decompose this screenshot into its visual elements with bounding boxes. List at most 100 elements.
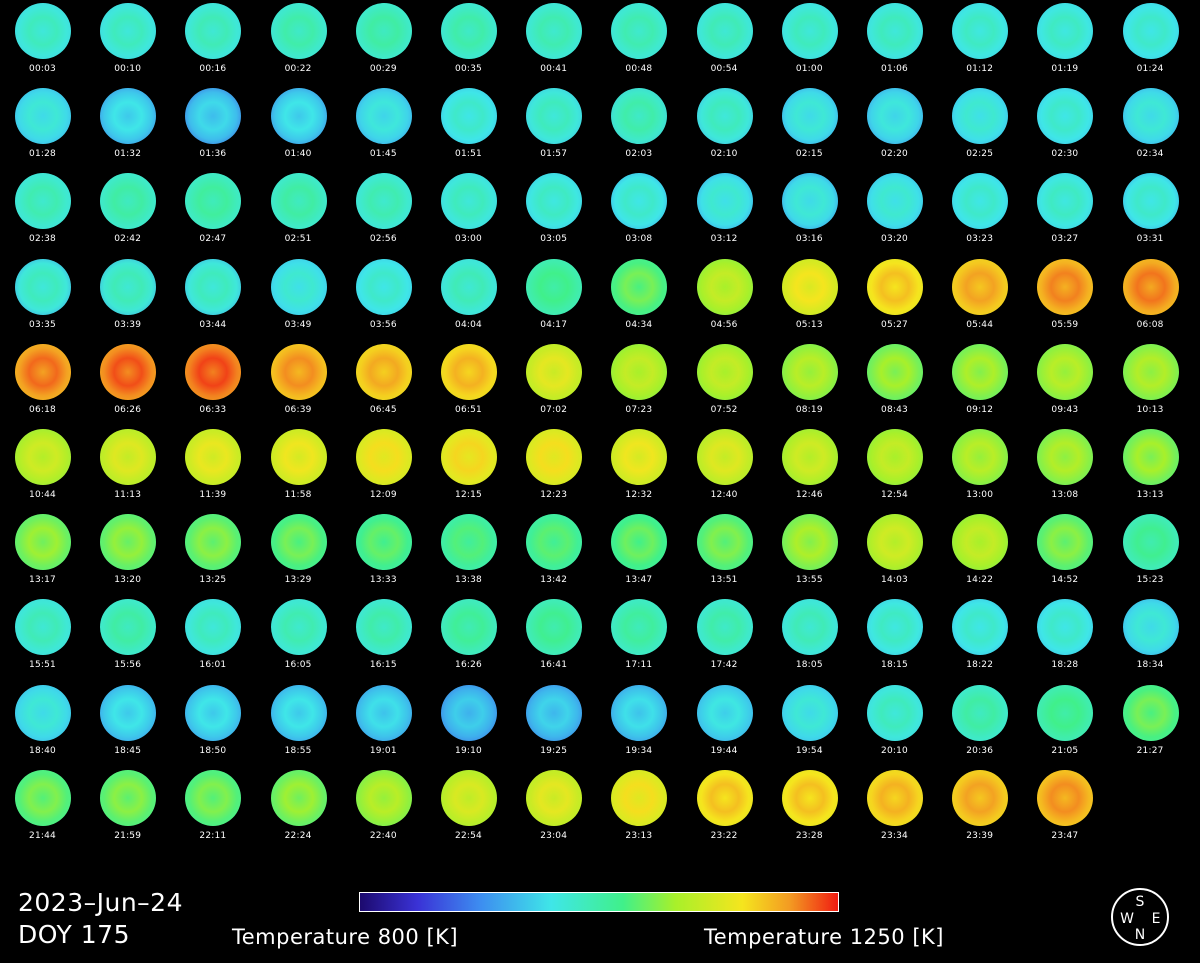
frame-cell: 07:23 bbox=[596, 341, 681, 426]
frame-time-label: 21:27 bbox=[1136, 745, 1164, 756]
frame-time-label: 12:46 bbox=[795, 490, 823, 500]
frame-time-label: 21:05 bbox=[1051, 745, 1079, 756]
frame-cell: 02:38 bbox=[0, 170, 85, 255]
frame-time-label: 04:34 bbox=[625, 319, 653, 330]
thermal-disk bbox=[441, 258, 497, 315]
thermal-disk bbox=[781, 429, 838, 485]
frame-cell: 02:34 bbox=[1108, 85, 1193, 170]
frame-time-label: 23:13 bbox=[625, 830, 653, 841]
frame-time-label: 01:06 bbox=[881, 64, 908, 74]
frame-cell: 01:36 bbox=[170, 85, 255, 170]
frame-cell: 16:26 bbox=[426, 596, 511, 681]
thermal-disk bbox=[867, 173, 923, 230]
frame-time-label: 14:03 bbox=[881, 575, 908, 586]
frame-cell: 21:44 bbox=[0, 767, 85, 852]
thermal-disk bbox=[270, 684, 327, 741]
frame-cell: 15:56 bbox=[85, 596, 170, 681]
frame-cell: 14:03 bbox=[852, 511, 937, 596]
thermal-disk bbox=[441, 343, 497, 400]
frame-time-label: 16:15 bbox=[369, 660, 397, 671]
frame-time-label: 03:00 bbox=[455, 234, 482, 245]
frame-time-label: 02:51 bbox=[284, 234, 312, 245]
thermal-disk bbox=[15, 173, 71, 230]
frame-time-label: 23:28 bbox=[795, 830, 823, 841]
frame-cell: 12:32 bbox=[596, 426, 681, 511]
thermal-disk bbox=[696, 173, 753, 230]
frame-time-label: 08:19 bbox=[795, 404, 823, 415]
frame-time-label: 21:59 bbox=[114, 830, 142, 841]
thermal-disk bbox=[15, 514, 71, 571]
frame-time-label: 16:41 bbox=[540, 660, 568, 671]
frame-time-label: 11:58 bbox=[284, 490, 312, 500]
frame-time-label: 01:32 bbox=[114, 149, 142, 160]
frame-time-label: 02:30 bbox=[1051, 149, 1079, 160]
frame-cell: 00:10 bbox=[85, 0, 170, 85]
frame-time-label: 11:39 bbox=[199, 490, 227, 500]
thermal-disk bbox=[185, 514, 242, 571]
frame-time-label: 09:43 bbox=[1051, 404, 1079, 415]
frame-time-label: 13:08 bbox=[1051, 490, 1079, 500]
frame-cell: 16:01 bbox=[170, 596, 255, 681]
frame-cell: 02:56 bbox=[341, 170, 426, 255]
thermal-disk bbox=[952, 769, 1009, 826]
frame-cell: 06:08 bbox=[1108, 256, 1193, 341]
frame-time-label: 18:05 bbox=[795, 660, 823, 671]
frame-cell: 00:35 bbox=[426, 0, 511, 85]
thermal-disk bbox=[611, 88, 668, 145]
thermal-disk bbox=[526, 514, 583, 571]
frame-time-label: 02:10 bbox=[710, 149, 738, 160]
frame-cell: 05:13 bbox=[767, 256, 852, 341]
frame-cell: 20:10 bbox=[852, 682, 937, 767]
frame-time-label: 12:09 bbox=[369, 490, 397, 500]
frame-cell: 06:39 bbox=[256, 341, 341, 426]
thermal-disk bbox=[952, 599, 1009, 656]
frame-cell: 13:29 bbox=[256, 511, 341, 596]
thermal-disk bbox=[185, 599, 242, 656]
frame-cell: 01:40 bbox=[256, 85, 341, 170]
frame-time-label: 10:44 bbox=[29, 490, 56, 500]
frame-time-label: 19:01 bbox=[369, 745, 397, 756]
frame-cell: 13:20 bbox=[85, 511, 170, 596]
frame-time-label: 10:13 bbox=[1136, 404, 1164, 415]
thermal-disk bbox=[952, 343, 1009, 400]
frame-time-label: 18:45 bbox=[114, 745, 142, 756]
frame-cell: 21:05 bbox=[1022, 682, 1107, 767]
thermal-disk bbox=[611, 258, 668, 315]
thermal-disk bbox=[100, 769, 157, 826]
thermal-disk bbox=[355, 769, 412, 826]
frame-cell: 13:42 bbox=[511, 511, 596, 596]
compass-west: W bbox=[1120, 911, 1134, 927]
frame-cell: 02:20 bbox=[852, 85, 937, 170]
frame-time-label: 01:19 bbox=[1051, 64, 1079, 74]
frame-cell: 00:03 bbox=[0, 0, 85, 85]
frame-time-label: 19:54 bbox=[795, 745, 823, 756]
frame-cell: 13:38 bbox=[426, 511, 511, 596]
frame-cell: 15:23 bbox=[1108, 511, 1193, 596]
frame-time-label: 13:33 bbox=[369, 575, 397, 586]
frame-time-label: 14:22 bbox=[966, 575, 994, 586]
frame-cell: 05:59 bbox=[1022, 256, 1107, 341]
thermal-disk bbox=[355, 88, 412, 145]
frame-cell: 16:05 bbox=[256, 596, 341, 681]
frame-time-label: 13:47 bbox=[625, 575, 653, 586]
frame-cell: 17:11 bbox=[596, 596, 681, 681]
thermal-disk bbox=[1122, 514, 1179, 571]
thermal-disk-grid: 00:03 00:10 00:16 00:22 00:29 00:35 00:41 00:48… bbox=[0, 0, 1193, 852]
frame-cell: 18:50 bbox=[170, 682, 255, 767]
frame-cell: 18:05 bbox=[767, 596, 852, 681]
thermal-disk bbox=[867, 684, 923, 741]
frame-time-label: 13:17 bbox=[29, 575, 56, 586]
thermal-disk bbox=[696, 258, 753, 315]
thermal-disk bbox=[526, 258, 583, 315]
thermal-disk bbox=[1122, 3, 1179, 59]
frame-time-label: 03:05 bbox=[540, 234, 568, 245]
thermal-disk bbox=[1037, 514, 1094, 571]
frame-time-label: 02:38 bbox=[29, 234, 56, 245]
thermal-disk bbox=[696, 343, 753, 400]
thermal-disk bbox=[781, 514, 838, 571]
thermal-disk bbox=[1122, 684, 1179, 741]
frame-time-label: 13:42 bbox=[540, 575, 568, 586]
frame-time-label: 01:28 bbox=[29, 149, 56, 160]
frame-time-label: 03:27 bbox=[1051, 234, 1079, 245]
thermal-disk bbox=[100, 173, 157, 230]
